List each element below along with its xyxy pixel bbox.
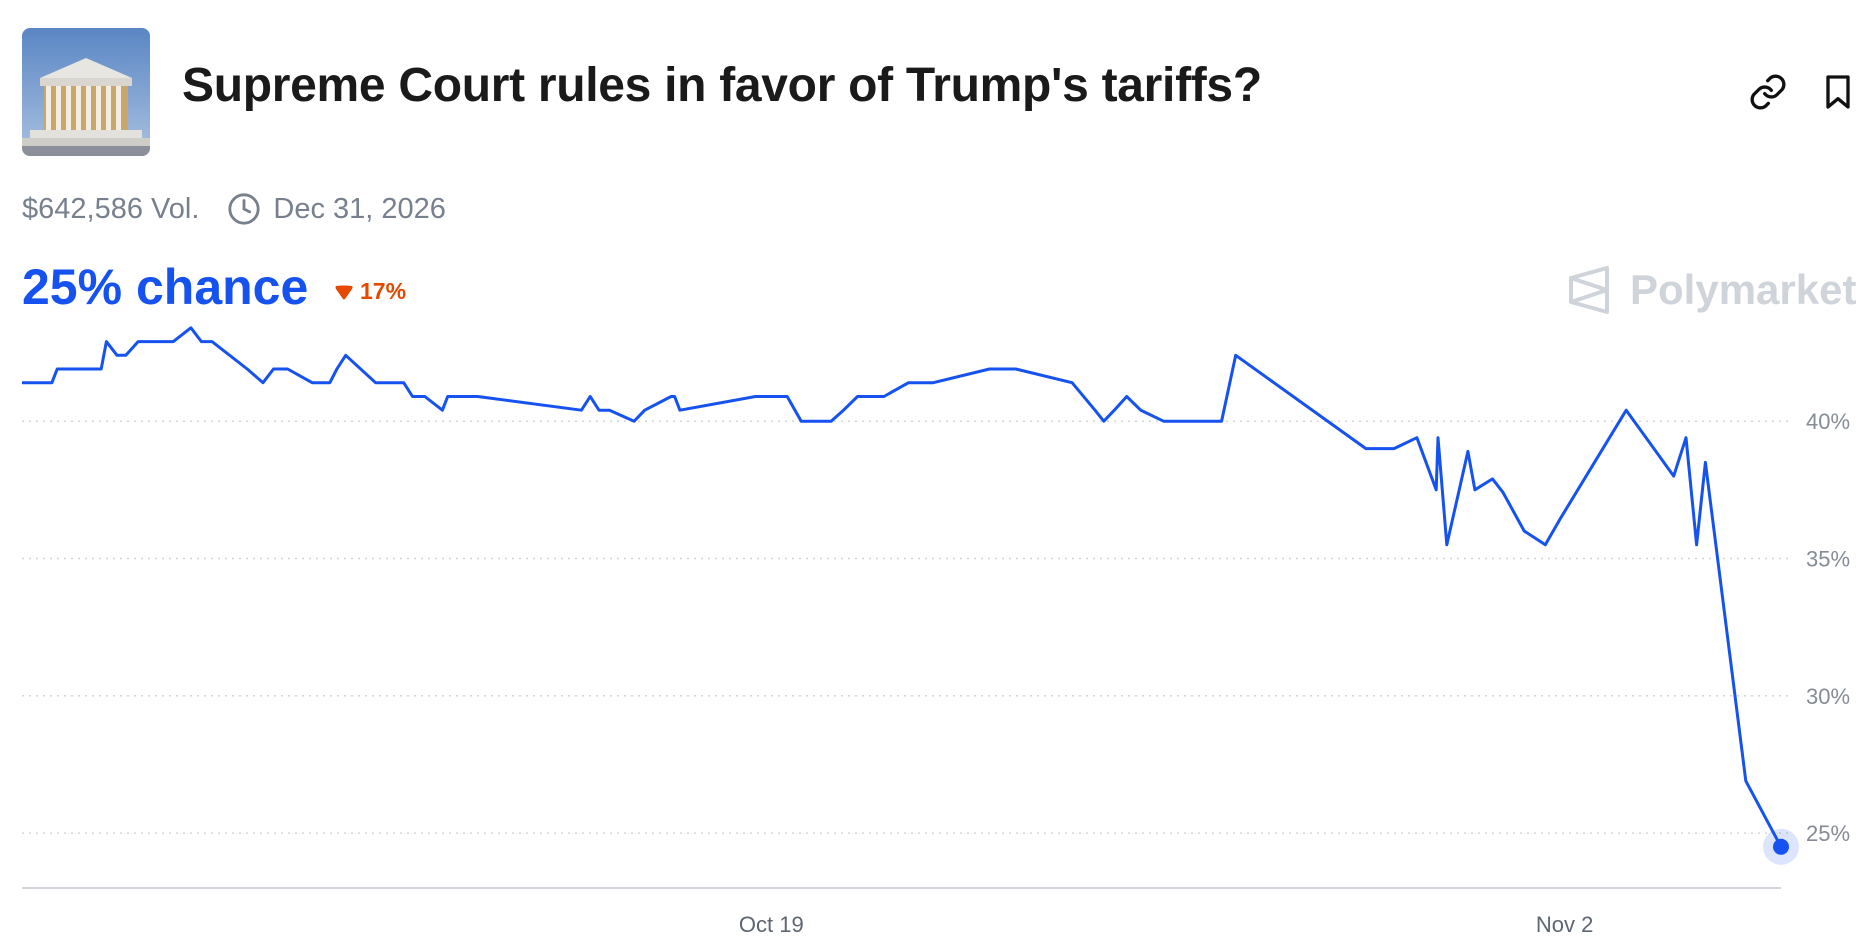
y-tick-label: 30% <box>1806 684 1850 709</box>
series-line-yes <box>22 326 1783 848</box>
polymarket-brand: Polymarket <box>1566 264 1856 316</box>
x-tick-label: Nov 2 <box>1536 912 1593 937</box>
chance-value: 25% chance <box>22 259 309 315</box>
chart-grid <box>22 420 1790 834</box>
change-badge: 17% <box>334 278 406 305</box>
y-tick-label: 40% <box>1806 409 1850 434</box>
caret-down-icon <box>335 285 353 299</box>
volume-label: $642,586 Vol. <box>22 192 200 225</box>
polymarket-logo-icon <box>1569 266 1609 314</box>
market-meta: $642,586 Vol. Dec 31, 2026 <box>22 192 446 226</box>
x-axis-ticks: Oct 19 Nov 2 <box>739 912 1593 937</box>
link-icon[interactable] <box>1748 72 1788 112</box>
market-title: Supreme Court rules in favor of Trump's … <box>182 59 1262 112</box>
y-axis-ticks: 40% 35% 30% 25% <box>1806 409 1850 846</box>
y-tick-label: 35% <box>1806 546 1850 571</box>
change-value: 17% <box>360 278 407 304</box>
bookmark-icon[interactable] <box>1818 72 1858 112</box>
brand-name: Polymarket <box>1630 266 1857 313</box>
clock-icon <box>228 193 260 225</box>
market-thumbnail <box>22 28 150 156</box>
end-date-label: Dec 31, 2026 <box>273 192 446 225</box>
y-tick-label: 25% <box>1806 821 1850 846</box>
x-tick-label: Oct 19 <box>739 912 804 937</box>
last-point-marker <box>1773 838 1789 855</box>
